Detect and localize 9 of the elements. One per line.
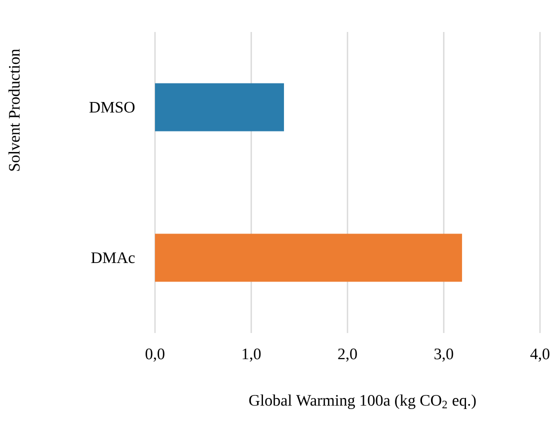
y-tick-label: DMAc [91,252,135,264]
x-tick-label: 3,0 [434,348,454,362]
y-axis-title: Solvent Production [8,48,20,171]
x-tick-label: 1,0 [242,348,261,362]
x-tick-label: 2,0 [338,348,357,362]
x-tick-label: 0,0 [146,348,164,362]
x-axis-title: Global Warming 100a (kg CO$_{2}$ eq.) [249,394,476,410]
y-tick-label: DMSO [89,102,135,113]
x-tick-label: 4,0 [530,348,550,362]
